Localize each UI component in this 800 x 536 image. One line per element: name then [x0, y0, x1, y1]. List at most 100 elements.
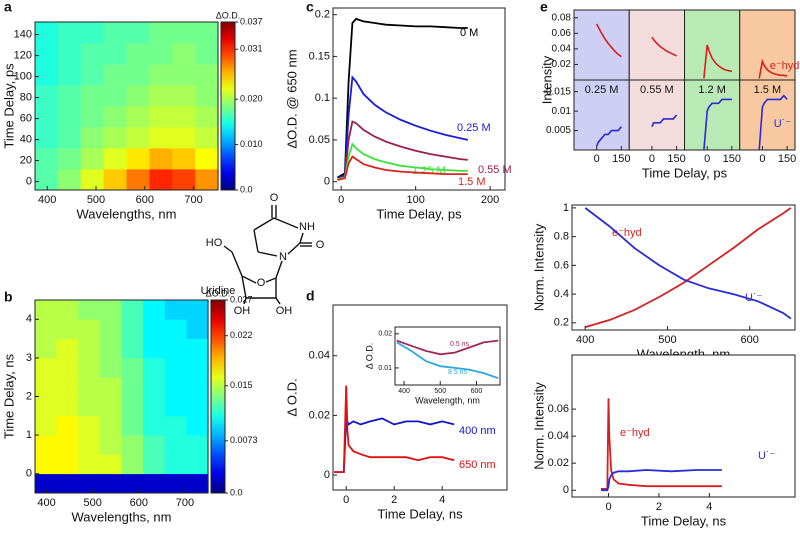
heatmap-cell [126, 22, 150, 44]
y-tick-label: 0.005 [546, 125, 571, 136]
bond [241, 275, 247, 299]
heatmap-cell [78, 435, 101, 455]
x-tick-label: 0 [759, 153, 765, 165]
plot-frame [332, 304, 508, 491]
heatmap-cell [103, 43, 127, 65]
y-tick-label: 0.06 [552, 28, 572, 39]
heatmap-cell [195, 22, 219, 44]
heatmap-cell [78, 300, 101, 320]
heatmap-cell [143, 300, 166, 320]
series-line [337, 120, 468, 180]
colorbar-tick-label: 0.027 [230, 294, 253, 304]
x-axis-title: Wavelengths, nm [77, 207, 177, 222]
y-tick-label: 2 [26, 390, 32, 402]
colorbar-tick-label: 0.022 [230, 330, 253, 340]
heatmap-cell [143, 415, 166, 436]
heatmap-cell [195, 64, 219, 86]
y-tick-label: 0.01 [378, 365, 392, 372]
x-axis-title: Time Delay, ps [376, 207, 462, 222]
atom: OH [276, 305, 293, 317]
heatmap-cell [164, 415, 187, 436]
colorbar [220, 21, 236, 191]
heatmap-cell [195, 169, 219, 191]
panel-name: 1.2 M [698, 84, 726, 96]
bond [243, 297, 247, 305]
y-tick-label: 0.02 [309, 409, 330, 421]
heatmap-cell [56, 357, 79, 378]
x-tick-label: 150 [778, 153, 796, 165]
series-label: 0.25 M [457, 122, 491, 134]
x-tick-label: 600 [136, 194, 154, 206]
heatmap-cell [126, 64, 150, 86]
series-line [758, 58, 788, 79]
series-line [337, 75, 468, 180]
heatmap-cell [80, 169, 104, 191]
heatmap-cell [57, 127, 82, 149]
y-tick-label: 0.2 [554, 317, 569, 329]
heatmap-cell [99, 435, 122, 455]
heatmap-cell [186, 377, 209, 397]
bond [253, 217, 275, 231]
heatmap-cell [103, 127, 127, 149]
heatmap-cell [99, 454, 122, 475]
series-line [337, 142, 468, 180]
series-label: 400 nm [459, 425, 496, 437]
colorbar-tick-label: 0.0 [230, 487, 243, 497]
colorbar-tick-label: 0.010 [240, 139, 263, 149]
heatmap-cell [172, 169, 196, 191]
y-axis-title: ΔO.D. @ 650 nm [284, 49, 299, 148]
atom: O [257, 277, 266, 289]
heatmap-cell [34, 319, 57, 339]
heatmap-cell [34, 22, 59, 44]
x-tick-label: 100 [406, 194, 424, 206]
bond [287, 242, 301, 255]
bond [257, 251, 278, 257]
heatmap-cell [103, 85, 127, 107]
heatmap-cell [143, 396, 166, 417]
heatmap-cell [57, 43, 82, 65]
heatmap-cell [186, 357, 209, 378]
heatmap-cell [149, 106, 173, 128]
heatmap-cell [34, 454, 57, 475]
bond [231, 251, 243, 277]
heatmap-cell [186, 338, 209, 359]
heatmap-cell [172, 148, 196, 170]
bond [273, 217, 299, 229]
series-line [584, 207, 792, 320]
heatmap-cell [149, 22, 173, 44]
series-label: U˙⁻ [758, 450, 776, 462]
heatmap-cell [34, 415, 57, 436]
heatmap-cell [56, 473, 79, 494]
heatmap-cell [80, 127, 104, 149]
panel-label: e [540, 0, 548, 15]
heatmap-cell [195, 106, 219, 128]
x-tick-label: 400 [38, 194, 56, 206]
heatmap-cell [164, 319, 187, 339]
series-label: 650 nm [459, 459, 496, 471]
x-tick-label: 200 [481, 194, 499, 206]
heatmap-cell [56, 319, 79, 339]
x-tick-label: 700 [176, 497, 194, 509]
heatmap-cell [103, 22, 127, 44]
heatmap-cell [103, 169, 127, 191]
heatmap-cell [80, 85, 104, 107]
heatmap-cell [99, 377, 122, 397]
heatmap-cell [172, 22, 196, 44]
heatmap-cell [99, 338, 122, 359]
heatmap-cell [103, 106, 127, 128]
heatmap-cell [121, 319, 144, 339]
heatmap-cell [78, 319, 101, 339]
heatmap-cell [99, 319, 122, 339]
y-tick-label: 0.06 [548, 403, 569, 415]
y-tick-label: 0.04 [552, 44, 572, 55]
y-tick-label: 0.02 [548, 457, 569, 469]
series-label: 0.5 ns [450, 341, 470, 348]
heatmap-cell [195, 85, 219, 107]
heatmap-cell [103, 64, 127, 86]
y-tick-label: 0.2 [315, 9, 330, 21]
heatmap-cell [164, 377, 187, 397]
x-tick-label: 2 [391, 494, 397, 506]
heatmap-cell [186, 319, 209, 339]
heatmap-cell [57, 148, 82, 170]
heatmap-cell [172, 127, 196, 149]
